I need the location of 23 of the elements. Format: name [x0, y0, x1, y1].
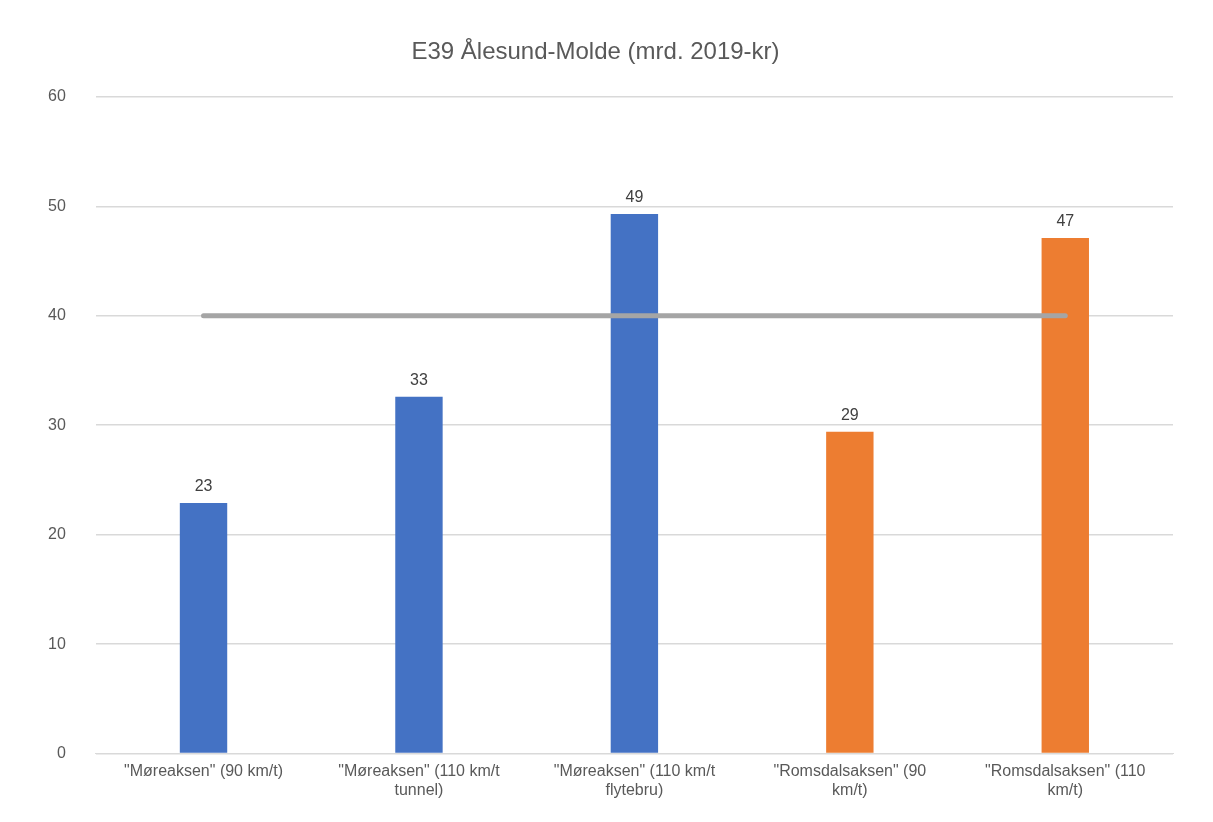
- y-tick-label: 30: [48, 415, 66, 433]
- data-label: 23: [194, 477, 213, 495]
- y-tick-label: 10: [48, 634, 66, 652]
- bar: [179, 502, 228, 753]
- data-label: 29: [840, 406, 859, 424]
- chart-title: E39 Ålesund-Molde (mrd. 2019-kr): [411, 37, 780, 65]
- x-tick-label: "Møreaksen" (110 km/t tunnel): [338, 761, 501, 798]
- x-tick-label: "Møreaksen" (90 km/t): [124, 761, 283, 779]
- y-tick-label: 0: [56, 744, 66, 762]
- x-tick-label: "Møreaksen" (110 km/t flytebru): [553, 761, 716, 798]
- data-label: 47: [1056, 212, 1075, 230]
- bar: [610, 213, 659, 753]
- y-tick-label: 20: [48, 525, 66, 543]
- bar: [1041, 238, 1089, 753]
- data-label: 49: [625, 188, 644, 206]
- x-tick-label: "Romsdalsaksen" (110 km/t): [985, 761, 1146, 798]
- y-tick-label: 50: [48, 196, 66, 214]
- y-tick-label: 60: [48, 87, 66, 105]
- data-label: 33: [410, 371, 428, 389]
- x-tick-label: "Romsdalsaksen" (90 km/t): [773, 761, 927, 798]
- bar: [395, 396, 443, 753]
- bar: [826, 431, 874, 753]
- y-tick-label: 40: [48, 306, 66, 324]
